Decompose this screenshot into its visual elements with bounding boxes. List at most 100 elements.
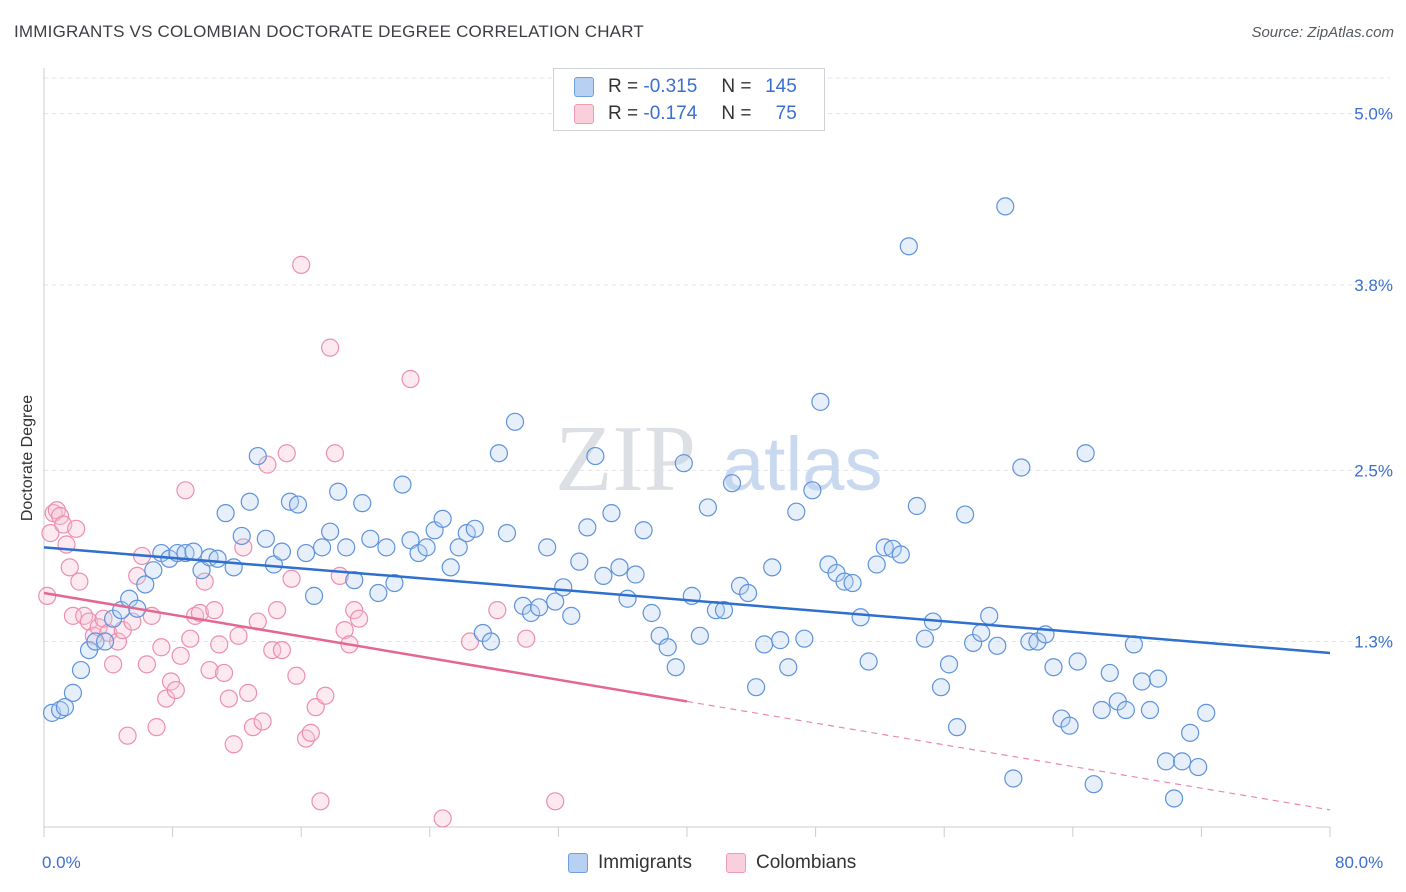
data-point (907, 496, 926, 516)
data-point (899, 237, 918, 256)
data-point (401, 369, 420, 389)
data-point (349, 609, 369, 628)
data-point (144, 561, 163, 580)
data-point (329, 482, 348, 501)
data-point (1060, 716, 1079, 735)
data-point (1012, 458, 1031, 477)
legend-n-label: N = (721, 76, 752, 97)
colombians-trend-extension (686, 700, 1331, 811)
data-point (851, 608, 870, 627)
data-point (219, 689, 238, 708)
data-point (1068, 652, 1087, 671)
data-point (738, 583, 758, 603)
data-point (195, 572, 214, 591)
data-point (698, 498, 717, 517)
legend-n-value: 75 (775, 103, 797, 124)
series-legend: Immigrants Colombians (568, 852, 856, 874)
data-point (1181, 723, 1200, 742)
legend-row-colombians: R = -0.174 N = 75 (574, 102, 797, 126)
data-point (216, 504, 235, 523)
data-point (192, 561, 211, 580)
data-point (417, 538, 436, 557)
data-point (972, 623, 991, 643)
colombians-points (38, 255, 565, 828)
data-point (325, 444, 345, 463)
data-point (988, 636, 1007, 655)
data-point (147, 718, 166, 737)
y-tick-labels: 1.3% 2.5% 3.8% 5.0% (1354, 105, 1393, 652)
data-point (618, 589, 637, 608)
immigrants-trend-line (43, 546, 1331, 655)
data-point (803, 481, 822, 500)
data-point (795, 629, 814, 648)
data-point (570, 552, 589, 571)
data-point (955, 505, 975, 524)
x-tick-min: 0.0% (42, 853, 81, 872)
data-point (674, 454, 693, 473)
data-point (554, 578, 573, 597)
data-point (316, 686, 335, 705)
gridlines (44, 77, 1390, 643)
data-point (642, 603, 661, 623)
data-point (610, 558, 629, 577)
colombians-trend-line (43, 591, 688, 703)
data-point (714, 601, 734, 620)
data-point (67, 519, 86, 538)
data-point (931, 678, 951, 697)
immigrants-swatch (568, 853, 588, 873)
data-point (296, 729, 316, 748)
data-point (393, 475, 412, 494)
watermark-zip: ZIP (555, 407, 696, 511)
data-point (292, 255, 311, 274)
data-point (980, 606, 999, 625)
data-point (70, 572, 89, 591)
data-point (460, 632, 480, 651)
data-point (321, 522, 340, 541)
data-point (481, 632, 500, 651)
data-point (779, 658, 798, 677)
data-point (811, 392, 830, 411)
data-point (377, 538, 396, 557)
data-point (634, 521, 653, 540)
data-point (546, 792, 565, 811)
data-point (385, 573, 404, 593)
y-tick-label: 2.5% (1354, 461, 1393, 480)
data-point (441, 558, 460, 577)
legend-swatch-immigrants (574, 77, 594, 97)
data-point (79, 612, 99, 631)
data-point (136, 575, 155, 594)
data-point (433, 509, 452, 528)
data-point (361, 529, 380, 548)
data-point (229, 626, 248, 645)
data-point (771, 631, 790, 650)
chart-title: IMMIGRANTS VS COLOMBIAN DOCTORATE DEGREE… (14, 22, 644, 41)
data-point (996, 197, 1015, 216)
data-point (239, 683, 258, 702)
data-point (256, 529, 275, 548)
data-point (263, 640, 282, 660)
data-point (546, 592, 565, 611)
trend-lines (43, 546, 1331, 811)
data-point (345, 601, 364, 620)
data-point (267, 601, 287, 620)
data-point (312, 538, 332, 557)
legend-row-immigrants: R = -0.315 N = 145 (574, 75, 797, 99)
data-point (152, 638, 171, 657)
data-point (75, 606, 94, 625)
data-point (288, 495, 308, 514)
immigrants-points (42, 197, 1216, 808)
data-point (1140, 700, 1160, 720)
data-point (1100, 663, 1119, 683)
data-point (321, 338, 340, 357)
data-point (181, 629, 200, 648)
data-point (41, 524, 60, 543)
source-credit: Source: ZipAtlas.com (1251, 24, 1394, 41)
data-point (562, 606, 581, 625)
data-point (690, 626, 709, 645)
data-point (1173, 752, 1192, 771)
data-point (248, 446, 267, 466)
data-point (747, 678, 766, 697)
data-point (578, 518, 597, 537)
data-point (253, 712, 272, 731)
data-point (497, 524, 517, 543)
